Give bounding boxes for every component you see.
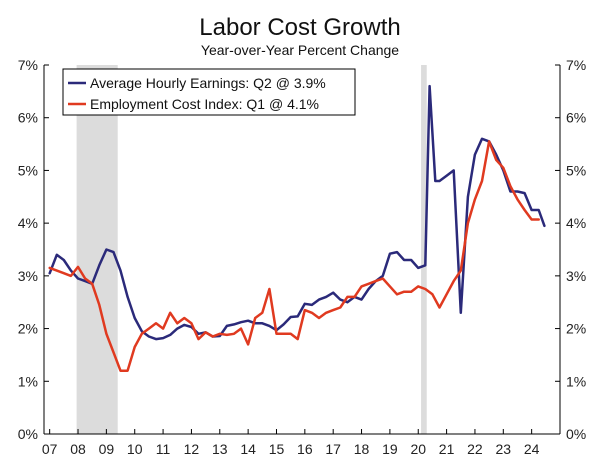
x-tick-label: 11: [156, 441, 171, 457]
y-tick-label-right: 3%: [566, 268, 586, 284]
recession-bands: [76, 65, 427, 434]
legend-box: [62, 68, 356, 116]
y-tick-label-left: 1%: [18, 373, 38, 389]
legend-label: Average Hourly Earnings: Q2 @ 3.9%: [90, 75, 326, 91]
y-tick-label-right: 5%: [566, 162, 586, 178]
y-tick-label-right: 4%: [566, 215, 586, 231]
x-tick-label: 09: [99, 441, 115, 457]
x-tick-label: 20: [410, 441, 426, 457]
y-tick-label-right: 6%: [566, 110, 586, 126]
y-tick-label-left: 5%: [18, 162, 38, 178]
y-tick-label-right: 2%: [566, 321, 586, 337]
legend: Average Hourly Earnings: Q2 @ 3.9% Employ…: [62, 68, 356, 116]
x-tick-label: 21: [439, 441, 455, 457]
x-tick-label: 15: [269, 441, 285, 457]
x-tick-label: 22: [467, 441, 483, 457]
x-tick-label: 18: [354, 441, 370, 457]
recession-band: [76, 65, 118, 434]
x-tick-label: 19: [382, 441, 398, 457]
legend-label: Employment Cost Index: Q1 @ 4.1%: [90, 96, 319, 112]
y-tick-label-right: 7%: [566, 57, 586, 73]
recession-band: [421, 65, 427, 434]
y-tick-label-left: 6%: [18, 110, 38, 126]
series-lines: [48, 84, 546, 372]
x-tick-label: 07: [42, 441, 58, 457]
y-tick-label-left: 7%: [18, 57, 38, 73]
x-tick-label: 16: [297, 441, 313, 457]
x-tick-label: 23: [496, 441, 512, 457]
x-tick-label: 14: [240, 441, 256, 457]
y-tick-label-left: 2%: [18, 321, 38, 337]
y-tick-label-left: 0%: [18, 426, 38, 442]
y-tick-label-left: 4%: [18, 215, 38, 231]
chart-axes: 0% 0% 1% 1% 2% 2% 3% 3% 4% 4% 5% 5% 6% 6% 7% 7% 07 08 09 10…: [18, 57, 586, 457]
series-line-average-hourly-earnings: [48, 84, 546, 341]
x-tick-label: 17: [325, 441, 341, 457]
chart-title: Labor Cost Growth: [199, 14, 400, 41]
y-tick-label-right: 0%: [566, 426, 586, 442]
x-tick-label: 13: [212, 441, 228, 457]
x-tick-label: 12: [184, 441, 200, 457]
x-tick-label: 10: [127, 441, 143, 457]
y-tick-label-right: 1%: [566, 373, 586, 389]
y-tick-label-left: 3%: [18, 268, 38, 284]
x-tick-label: 08: [70, 441, 86, 457]
x-tick-label: 24: [524, 441, 540, 457]
series-line-employment-cost-index: [48, 140, 540, 372]
chart-subtitle: Year-over-Year Percent Change: [201, 42, 399, 58]
